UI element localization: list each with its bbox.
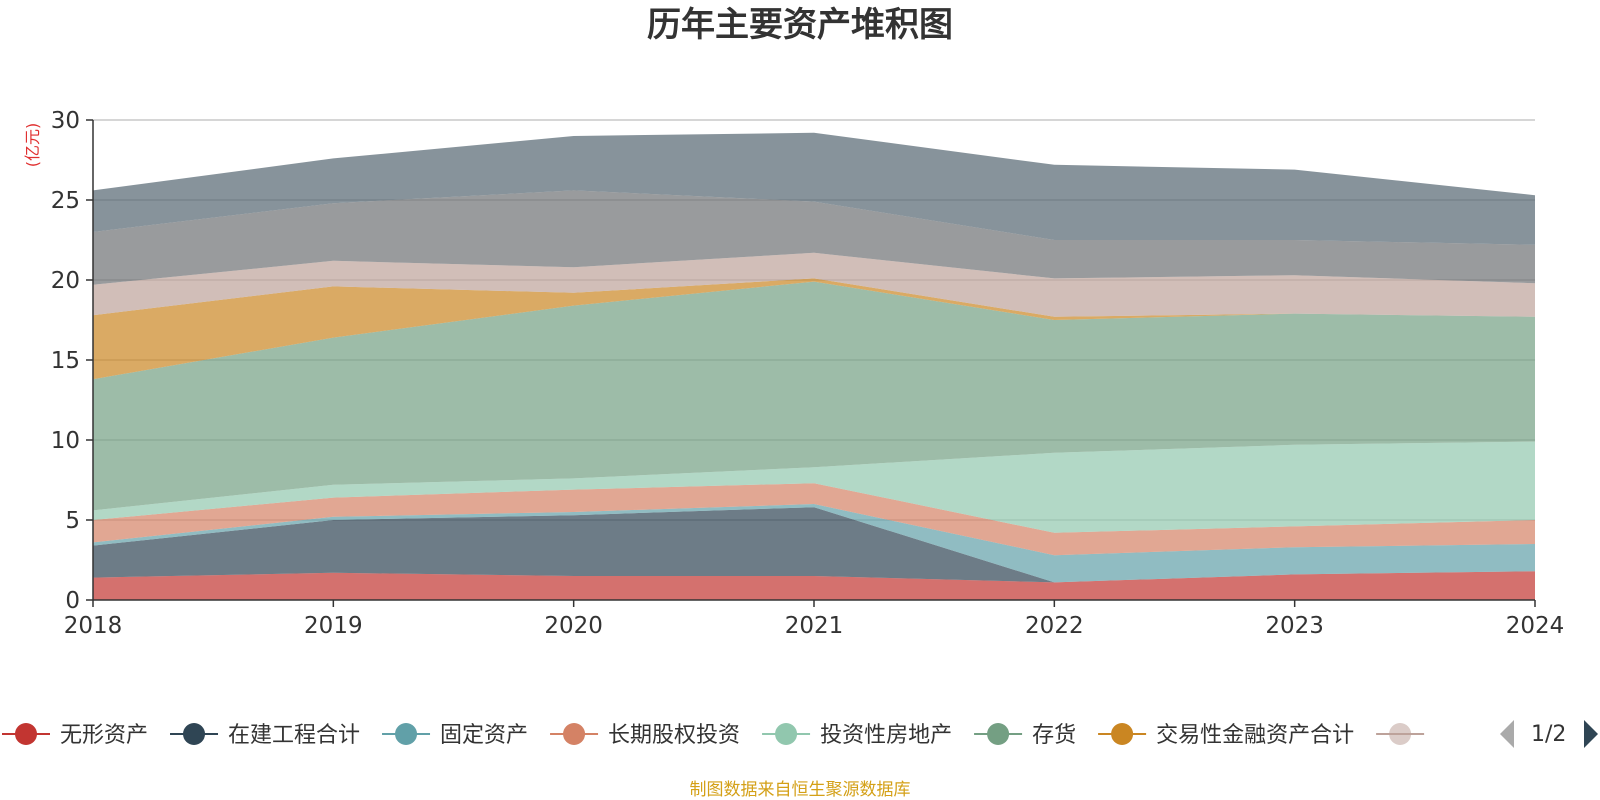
legend-label: 长期股权投资 — [608, 723, 740, 748]
legend-label: 投资性房地产 — [820, 723, 952, 748]
legend-marker-icon — [987, 723, 1010, 745]
legend-marker-icon — [1389, 723, 1412, 745]
x-tick-label: 2023 — [1265, 613, 1324, 639]
legend-label: 存货 — [1032, 723, 1076, 748]
legend[interactable]: 无形资产 在建工程合计 固定资产 长期股权投资 投资性房地产 存货 交易性金融资产合计 — [2, 723, 1425, 748]
legend-marker-icon — [1111, 723, 1134, 745]
area-series-1[interactable] — [93, 507, 1535, 583]
legend-page-indicator: 1/2 — [1531, 722, 1566, 747]
area-series-8[interactable] — [93, 190, 1535, 285]
y-tick-label: 0 — [65, 588, 80, 614]
legend-item[interactable]: 存货 — [974, 723, 1076, 748]
area-series — [93, 132, 1535, 600]
x-tick-label: 2019 — [304, 613, 363, 639]
y-tick-label: 20 — [51, 268, 80, 294]
y-axis-unit-label: (亿元) — [23, 123, 42, 168]
legend-label: 固定资产 — [440, 723, 528, 748]
y-tick-label: 10 — [51, 428, 80, 454]
legend-item[interactable]: 无形资产 — [2, 723, 148, 748]
area-series-5[interactable] — [93, 281, 1535, 511]
source-note: 制图数据来自恒生聚源数据库 — [690, 780, 911, 800]
area-series-6[interactable] — [93, 278, 1535, 380]
legend-label: 无形资产 — [60, 723, 148, 748]
chart-title: 历年主要资产堆积图 — [647, 5, 953, 45]
legend-marker-icon — [563, 723, 586, 745]
y-tick-label: 15 — [51, 348, 80, 374]
area-series-9[interactable] — [93, 132, 1535, 245]
area-series-3[interactable] — [93, 483, 1535, 556]
area-series-2[interactable] — [93, 504, 1535, 583]
y-tick-label: 25 — [51, 188, 80, 214]
legend-pager[interactable]: 1/2 — [1500, 720, 1598, 748]
prev-page-icon[interactable] — [1500, 720, 1514, 748]
x-tick-label: 2022 — [1025, 613, 1084, 639]
legend-item[interactable]: 在建工程合计 — [170, 723, 360, 748]
x-tick-label: 2020 — [544, 613, 603, 639]
legend-marker-icon — [395, 723, 418, 745]
y-tick-label: 30 — [51, 108, 80, 134]
area-series-4[interactable] — [93, 441, 1535, 533]
area-series-7[interactable] — [93, 252, 1535, 317]
x-tick-label: 2021 — [785, 613, 844, 639]
axes: 0 5 10 15 20 25 30 2018 2019 2020 2021 2022 2023 2024 — [51, 108, 1565, 639]
legend-item[interactable] — [1376, 723, 1425, 745]
legend-item[interactable]: 投资性房地产 — [762, 723, 952, 748]
legend-marker-icon — [15, 723, 37, 745]
legend-label: 交易性金融资产合计 — [1156, 723, 1354, 748]
legend-item[interactable]: 长期股权投资 — [550, 723, 740, 748]
legend-item[interactable]: 固定资产 — [382, 723, 528, 748]
legend-item[interactable]: 交易性金融资产合计 — [1098, 723, 1354, 748]
y-tick-label: 5 — [65, 508, 80, 534]
next-page-icon[interactable] — [1584, 720, 1598, 748]
legend-marker-icon — [183, 723, 206, 745]
x-tick-label: 2024 — [1506, 613, 1565, 639]
x-tick-label: 2018 — [64, 613, 123, 639]
legend-marker-icon — [775, 723, 798, 745]
legend-label: 在建工程合计 — [228, 723, 360, 748]
